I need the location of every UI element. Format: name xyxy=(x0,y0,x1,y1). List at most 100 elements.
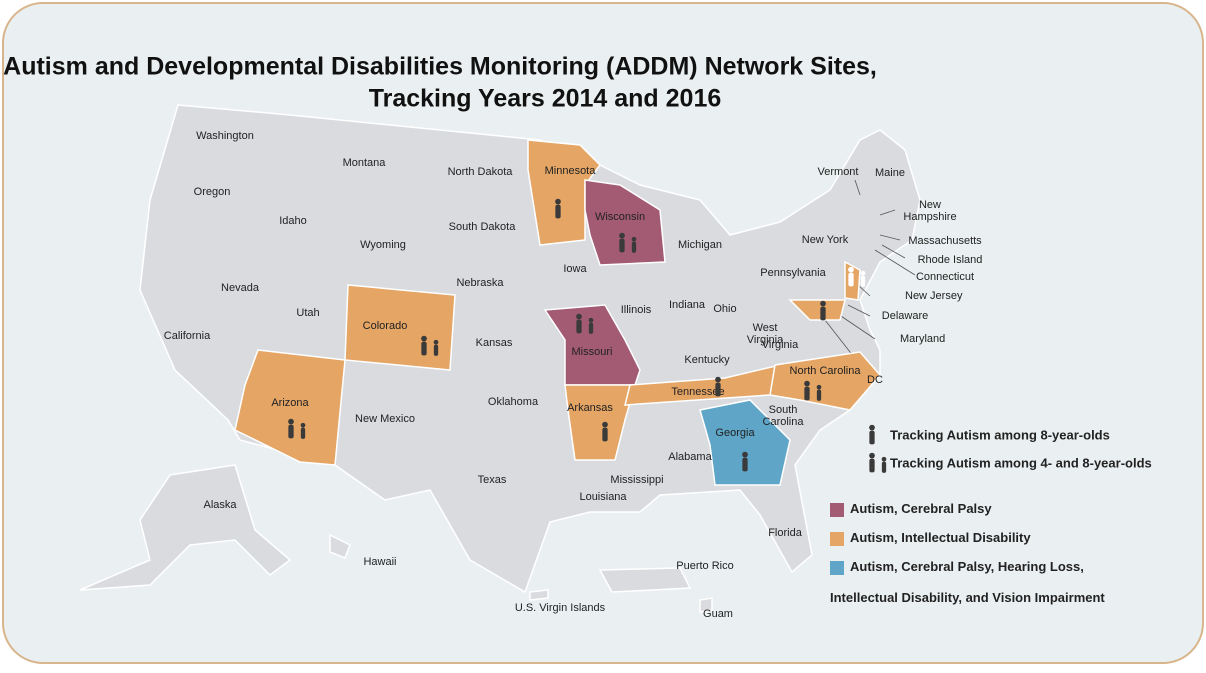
legend-condition-line: Autism, Cerebral Palsy, Hearing Loss, xyxy=(850,559,1084,574)
person-icon-body xyxy=(816,389,822,401)
state-label-line: Kansas xyxy=(476,337,513,349)
state-label-line: Rhode Island xyxy=(918,254,983,266)
person-icon-head xyxy=(869,424,875,431)
person-icon-head xyxy=(619,232,625,239)
state-label: South Carolina xyxy=(763,404,805,428)
state-label: Texas xyxy=(478,474,507,486)
state-label-line: Mississippi xyxy=(610,474,663,486)
site-label: Arkansas xyxy=(567,402,613,414)
state-label-line: Nevada xyxy=(221,282,260,294)
state-label: New Hampshire xyxy=(903,199,956,223)
state-label-line: Virginia xyxy=(762,339,799,351)
state-label-line: Hawaii xyxy=(363,556,396,568)
title-line: Autism and Developmental Disabilities Mo… xyxy=(3,53,877,81)
site-label: Georgia xyxy=(715,427,755,439)
site-state xyxy=(699,399,791,486)
state-label: Wyoming xyxy=(360,239,406,251)
state-label-line: Massachusetts xyxy=(908,235,982,247)
state-label-line: Utah xyxy=(296,307,319,319)
person-icon-body xyxy=(820,306,826,321)
hawaii xyxy=(329,533,351,559)
state-label-line: North Dakota xyxy=(448,166,514,178)
site-label: New Jersey xyxy=(905,290,963,302)
site-state xyxy=(584,179,666,266)
person-icon-head xyxy=(804,380,810,387)
state-label: Washington xyxy=(196,130,254,142)
person-icon-body xyxy=(300,427,306,439)
person-icon-body xyxy=(619,238,625,253)
state-label: Nebraska xyxy=(456,277,504,289)
legend-condition-label: Autism, Cerebral Palsy xyxy=(850,501,992,516)
state-label: Utah xyxy=(296,307,319,319)
state-label: Indiana xyxy=(669,299,706,311)
state-label: Michigan xyxy=(678,239,722,251)
person-icon-body xyxy=(433,344,439,356)
state-label-line: New xyxy=(919,199,941,211)
state-label: Hawaii xyxy=(363,556,396,568)
state-label-line: Guam xyxy=(703,608,733,620)
state-label-line: Delaware xyxy=(882,310,928,322)
person-icon-head xyxy=(421,335,427,342)
state-label-line: Connecticut xyxy=(916,271,974,283)
site-state xyxy=(769,351,881,411)
state-label: Oklahoma xyxy=(488,396,539,408)
person-icon-head xyxy=(816,384,822,390)
state-label-line: Montana xyxy=(343,157,387,169)
legend-swatch xyxy=(830,561,844,575)
state-label-line: California xyxy=(164,330,211,342)
person-icon-body xyxy=(421,341,427,356)
person-icon-body xyxy=(881,461,887,473)
state-label-line: Nebraska xyxy=(456,277,504,289)
state-label-line: Pennsylvania xyxy=(760,267,826,279)
state-label-line: Ohio xyxy=(713,303,736,315)
site-state xyxy=(344,284,456,371)
legend-condition-line: Autism, Intellectual Disability xyxy=(850,530,1031,545)
state-label: Kansas xyxy=(476,337,513,349)
person-icon-head xyxy=(288,418,294,425)
person-icon-head xyxy=(433,339,439,345)
person-icon-head xyxy=(300,422,306,428)
leader-lines xyxy=(824,179,916,376)
legend-icon-label: Tracking Autism among 4- and 8-year-olds xyxy=(890,455,1152,470)
state-label-line: Texas xyxy=(478,474,507,486)
state-label-line: New York xyxy=(802,234,849,246)
state-label: Ohio xyxy=(713,303,736,315)
state-label-line: Hampshire xyxy=(903,211,956,223)
state-label: New Mexico xyxy=(355,413,415,425)
person-icon-head xyxy=(860,270,866,276)
legend-condition-label: Autism, Intellectual Disability xyxy=(850,530,1031,545)
person-icon-body xyxy=(860,275,866,287)
state-label-line: Puerto Rico xyxy=(676,560,733,572)
state-label: Mississippi xyxy=(610,474,663,486)
virgin-islands xyxy=(529,589,549,601)
state-label: Florida xyxy=(768,527,803,539)
legend-condition-line: Autism, Cerebral Palsy xyxy=(850,501,992,516)
site-label: Maryland xyxy=(900,333,945,345)
person-icon-body xyxy=(588,322,594,334)
state-label: Alabama xyxy=(668,451,712,463)
state-label-line: Iowa xyxy=(563,263,587,275)
state-label: Kentucky xyxy=(684,354,730,366)
alaska xyxy=(79,464,292,591)
person-icon-body xyxy=(848,272,854,287)
legend-swatch xyxy=(830,503,844,517)
state-label: Louisiana xyxy=(579,491,627,503)
legend-icon-label: Tracking Autism among 8-year-olds xyxy=(890,427,1110,442)
state-label: Idaho xyxy=(279,215,307,227)
state-label-line: New Mexico xyxy=(355,413,415,425)
state-label-line: Indiana xyxy=(669,299,706,311)
site-label: North Carolina xyxy=(790,365,862,377)
person-icon-head xyxy=(742,451,748,458)
state-label: New York xyxy=(802,234,849,246)
state-label: Illinois xyxy=(621,304,652,316)
state-label: Puerto Rico xyxy=(676,560,733,572)
state-label: Alaska xyxy=(203,499,237,511)
person-icon-head xyxy=(820,300,826,307)
state-label: West Virginia xyxy=(747,322,784,346)
site-label: Tennessee xyxy=(671,386,724,398)
legend-condition-label: Autism, Cerebral Palsy, Hearing Loss, Int… xyxy=(830,559,1105,605)
site-label: Minnesota xyxy=(545,165,597,177)
state-label: Connecticut xyxy=(916,271,974,283)
person-icon-head xyxy=(576,313,582,320)
